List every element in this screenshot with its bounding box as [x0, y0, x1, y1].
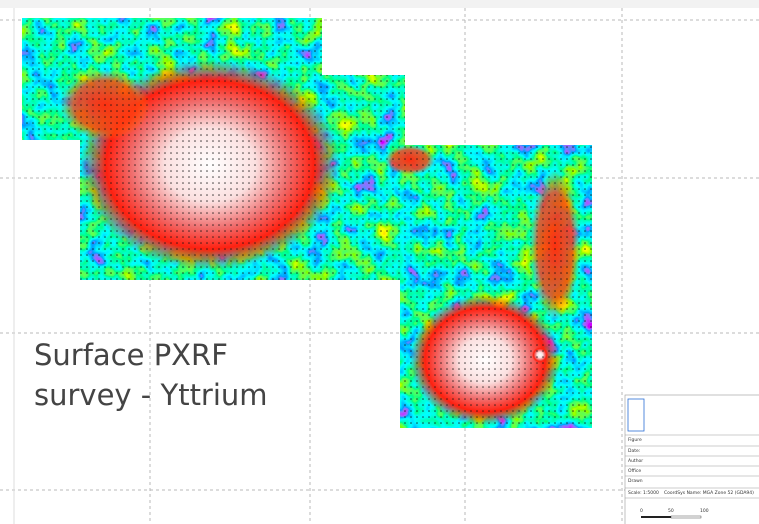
legend-author: Author [628, 458, 643, 464]
legend-drawn: Drawn [628, 478, 643, 484]
legend-box: Figure Date: Author Office Drawn Scale: … [625, 395, 759, 524]
scale-bar-label: 100 [700, 508, 709, 514]
scale-bar-label: 50 [668, 508, 674, 514]
legend-date: Date: [628, 448, 640, 454]
scale-bar-label: 0 [640, 508, 643, 514]
map: Surface PXRF survey - Yttrium Figure Date… [0, 0, 759, 524]
title-line: Surface PXRF [34, 338, 228, 372]
title-line: survey - Yttrium [34, 378, 268, 412]
page: {"title": "Surface PXRF survey - Yttrium… [0, 0, 759, 524]
legend-figure: Figure [628, 437, 642, 443]
legend-scale: Scale: 1:5000 [628, 490, 659, 496]
legend-office: Office [628, 468, 641, 474]
legend-coord-sys: CoordSys Name: MGA Zone 52 (GDA94) [664, 490, 754, 496]
